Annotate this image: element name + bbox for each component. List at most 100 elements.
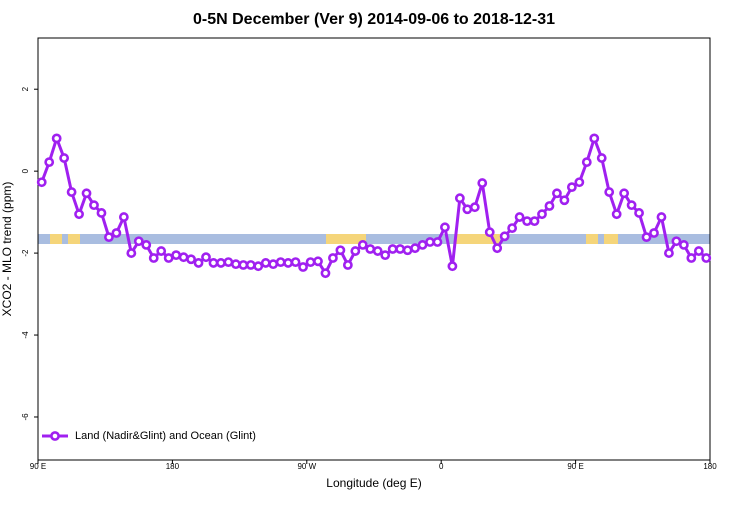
data-point	[305, 257, 316, 268]
data-point	[649, 228, 659, 238]
y-tick-label: -6	[21, 413, 30, 421]
data-point	[313, 256, 323, 267]
data-point	[96, 208, 107, 218]
data-point	[298, 262, 308, 272]
y-axis-label: XCO2 - MLO trend (ppm)	[0, 182, 14, 317]
data-point	[156, 246, 167, 256]
land-band	[68, 234, 80, 244]
data-point	[581, 157, 592, 168]
data-point	[611, 209, 622, 220]
data-point	[275, 257, 286, 268]
y-tick-label: -4	[21, 331, 30, 339]
data-point	[410, 243, 420, 254]
x-axis-label: Longitude (deg E)	[326, 476, 421, 490]
land-band	[586, 234, 598, 244]
data-point	[477, 178, 488, 188]
data-point	[59, 153, 70, 163]
data-point	[350, 246, 361, 256]
data-point	[537, 209, 547, 220]
data-point	[290, 257, 301, 268]
data-point	[440, 222, 450, 233]
data-point	[395, 244, 406, 254]
data-point	[678, 240, 689, 250]
data-point	[574, 177, 585, 188]
data-point	[163, 253, 174, 263]
data-point	[671, 236, 682, 247]
land-band	[50, 234, 62, 244]
data-point	[589, 133, 600, 144]
data-point	[701, 253, 712, 263]
data-point	[357, 240, 368, 250]
data-point	[462, 204, 473, 215]
data-point	[492, 243, 503, 254]
data-point	[230, 259, 241, 270]
data-point	[656, 212, 667, 222]
data-point	[223, 257, 234, 268]
data-point	[529, 216, 540, 227]
data-point	[283, 258, 294, 268]
x-tick-label: 90 E	[567, 462, 583, 471]
data-point	[126, 248, 137, 258]
x-tick-label: 0	[439, 462, 444, 471]
legend-marker	[50, 431, 60, 441]
data-point	[148, 253, 159, 263]
data-point	[544, 201, 555, 211]
y-tick-label: 0	[21, 168, 30, 173]
land-ocean-strip	[38, 234, 710, 244]
data-point	[74, 209, 84, 220]
data-point	[469, 202, 480, 213]
data-point	[201, 252, 211, 263]
x-tick-label: 90 E	[30, 462, 46, 471]
data-point	[447, 261, 458, 272]
data-point	[559, 195, 570, 206]
data-point	[514, 212, 525, 222]
land-band	[456, 234, 500, 244]
data-point	[484, 227, 495, 238]
data-point	[604, 187, 615, 197]
data-point	[664, 248, 674, 258]
data-point	[693, 246, 704, 256]
data-point	[380, 250, 391, 261]
data-point	[118, 212, 129, 222]
data-point	[208, 258, 219, 268]
data-point	[566, 182, 577, 193]
data-point	[216, 258, 226, 268]
data-point	[402, 245, 413, 256]
land-band	[604, 234, 618, 244]
x-tick-label: 180	[166, 462, 180, 471]
data-point	[507, 223, 518, 234]
data-point	[260, 258, 271, 268]
legend-label: Land (Nadir&Glint) and Ocean (Glint)	[75, 430, 256, 442]
land-band	[326, 234, 366, 244]
data-point	[51, 133, 62, 144]
data-point	[245, 260, 256, 270]
data-point	[335, 245, 346, 256]
data-point	[178, 252, 189, 263]
data-point	[36, 177, 47, 188]
data-point	[634, 208, 644, 218]
data-point	[432, 237, 443, 247]
data-point	[171, 250, 182, 261]
data-point	[328, 253, 338, 263]
data-point	[454, 193, 465, 204]
data-point	[238, 260, 249, 270]
data-point	[320, 268, 331, 279]
data-point	[522, 216, 532, 227]
data-point	[552, 188, 562, 199]
data-point	[425, 237, 435, 247]
data-point	[626, 200, 637, 211]
data-point	[111, 228, 122, 238]
data-point	[89, 200, 99, 211]
x-tick-label: 180	[703, 462, 717, 471]
data-point	[372, 246, 383, 256]
data-point	[641, 232, 652, 243]
ocean-band	[38, 234, 710, 244]
data-point	[133, 236, 144, 247]
data-point	[686, 253, 697, 263]
data-point	[81, 188, 92, 199]
x-tick-label: 90 W	[297, 462, 316, 471]
data-point	[44, 157, 55, 168]
data-point	[186, 254, 196, 265]
chart-title: 0-5N December (Ver 9) 2014-09-06 to 2018…	[193, 11, 555, 28]
